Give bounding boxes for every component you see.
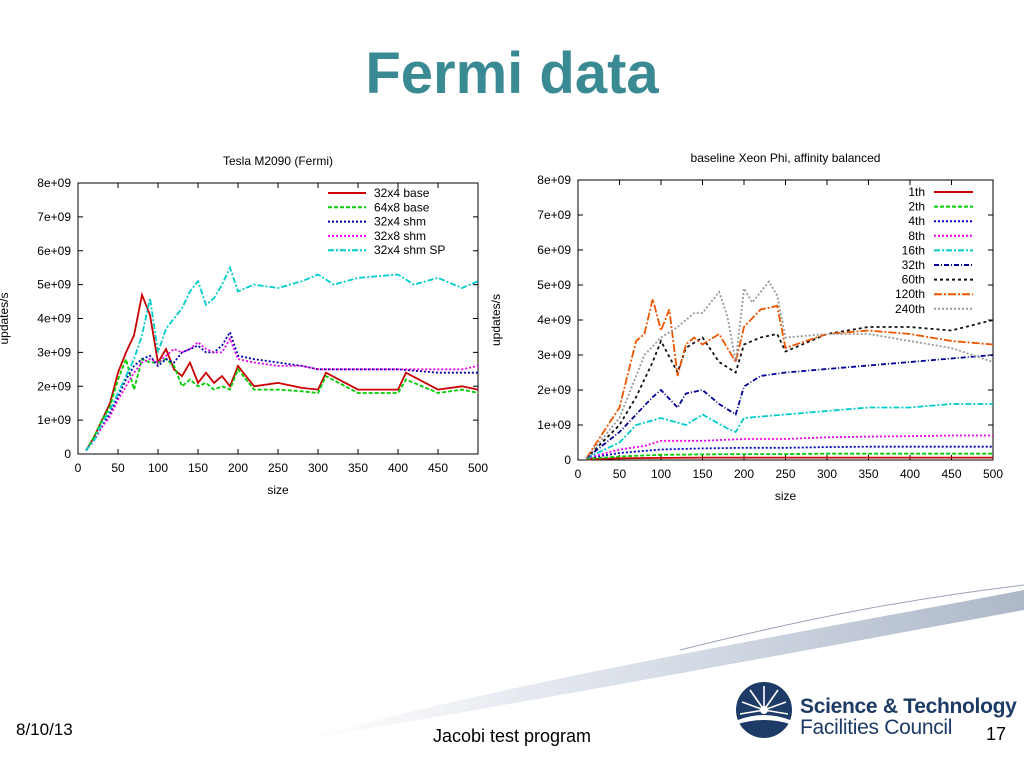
y-tick-label: 7e+09: [37, 210, 71, 224]
y-tick-label: 1e+09: [537, 418, 571, 432]
legend-label: 120th: [895, 287, 925, 301]
y-tick-label: 6e+09: [537, 243, 571, 257]
y-tick-label: 5e+09: [37, 278, 71, 292]
footer-date: 8/10/13: [16, 720, 73, 739]
legend-label: 32th: [902, 258, 925, 272]
x-tick-label: 500: [983, 467, 1003, 481]
y-tick-label: 1e+09: [37, 413, 71, 427]
logo-line2: Facilities Council: [800, 716, 953, 739]
legend-label: 32x8 shm: [374, 229, 426, 243]
x-tick-label: 100: [651, 467, 671, 481]
series-line-32x4-shm-sp: [85, 265, 479, 452]
series-line-16th: [585, 403, 993, 460]
y-tick-label: 3e+09: [537, 348, 571, 362]
page-number: 17: [986, 724, 1007, 744]
plot-frame: [577, 179, 994, 461]
series-line-32th: [585, 354, 994, 460]
legend-label: 32x4 shm SP: [374, 243, 445, 257]
x-tick-label: 150: [188, 461, 208, 475]
series-line-120th: [585, 298, 994, 459]
x-tick-label: 200: [228, 461, 248, 475]
x-tick-label: 300: [817, 467, 837, 481]
y-tick-label: 2e+09: [37, 379, 71, 393]
series-line-4th: [586, 445, 993, 460]
slide-title: Fermi data: [365, 41, 659, 106]
legend-label: 32x4 shm: [374, 215, 426, 229]
x-tick-label: 400: [388, 461, 408, 475]
y-axis-label: updates/s: [489, 294, 503, 346]
x-tick-label: 0: [575, 467, 582, 481]
x-tick-label: 450: [941, 467, 961, 481]
series-line-2th: [586, 452, 993, 460]
legend-label: 4th: [908, 214, 925, 228]
x-tick-label: 250: [775, 467, 795, 481]
y-tick-label: 0: [64, 447, 71, 461]
x-tick-label: 150: [692, 467, 712, 481]
x-tick-label: 100: [148, 461, 168, 475]
x-tick-label: 400: [900, 467, 920, 481]
x-tick-label: 250: [268, 461, 288, 475]
legend-label: 16th: [902, 243, 925, 257]
footer-title: Jacobi test program: [432, 726, 592, 746]
legend-label: 240th: [895, 302, 925, 316]
legend-label: 1th: [908, 185, 925, 199]
x-tick-label: 350: [858, 467, 878, 481]
x-tick-label: 0: [75, 461, 82, 475]
legend-label: 64x8 base: [374, 200, 430, 214]
y-tick-label: 8e+09: [537, 173, 571, 187]
y-tick-label: 3e+09: [37, 345, 71, 359]
y-tick-label: 2e+09: [537, 383, 571, 397]
series-line-60th: [585, 319, 994, 459]
x-tick-label: 450: [428, 461, 448, 475]
legend-label: 8th: [908, 229, 925, 243]
y-tick-label: 7e+09: [537, 208, 571, 222]
x-tick-label: 200: [734, 467, 754, 481]
y-axis-label: updates/s: [0, 292, 11, 344]
logo-line1: Science & Technology: [800, 695, 1017, 718]
x-tick-label: 50: [111, 461, 125, 475]
legend-label: 2th: [908, 200, 925, 214]
x-tick-label: 500: [468, 461, 488, 475]
chart-title: baseline Xeon Phi, affinity balanced: [691, 151, 881, 165]
x-axis-label: size: [267, 483, 289, 497]
y-tick-label: 5e+09: [537, 278, 571, 292]
chart-title: Tesla M2090 (Fermi): [223, 154, 333, 168]
stfc-logo-icon: [736, 682, 792, 738]
series-line-32x4-base: [85, 291, 479, 452]
y-tick-label: 0: [564, 453, 571, 467]
series-line-240th: [585, 279, 994, 459]
series-line-1th: [586, 456, 993, 461]
y-tick-label: 4e+09: [37, 312, 71, 326]
legend-label: 60th: [902, 273, 925, 287]
x-tick-label: 50: [613, 467, 627, 481]
y-tick-label: 8e+09: [37, 176, 71, 190]
x-tick-label: 300: [308, 461, 328, 475]
y-tick-label: 4e+09: [537, 313, 571, 327]
legend-label: 32x4 base: [374, 186, 430, 200]
series-line-64x8-base: [85, 356, 479, 452]
y-tick-label: 6e+09: [37, 244, 71, 258]
x-axis-label: size: [775, 489, 797, 503]
series-line-8th: [586, 434, 993, 460]
x-tick-label: 350: [348, 461, 368, 475]
